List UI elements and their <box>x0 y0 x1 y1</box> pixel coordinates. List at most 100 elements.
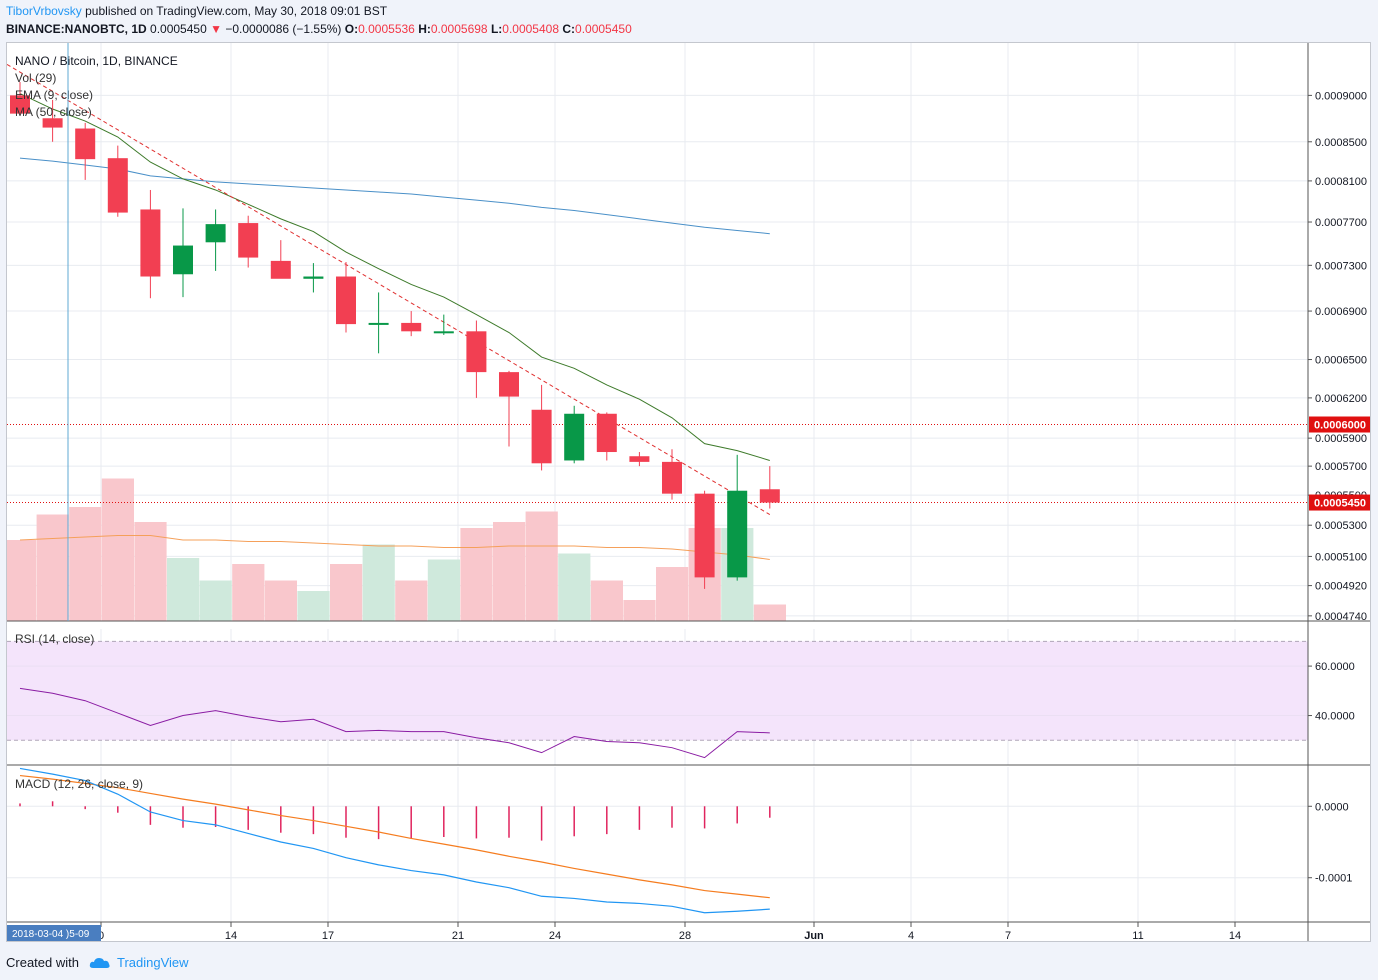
publish-line: TiborVrbovsky published on TradingView.c… <box>6 4 387 18</box>
rsi-title: RSI (14, close) <box>15 632 94 646</box>
legend-entry: EMA (9, close) <box>15 88 93 102</box>
chart-frame[interactable]: 0.0009000 0.0008500 0.0008100 0.0007700 0.00… <box>6 42 1371 942</box>
volume-bar <box>167 558 200 621</box>
volume-bar <box>264 580 297 621</box>
time-tick-label: 24 <box>549 930 561 941</box>
time-tick-label: 21 <box>452 930 464 941</box>
time-tick-label: 17 <box>322 930 334 941</box>
candle-down <box>629 456 650 462</box>
volume-bar <box>362 544 395 621</box>
candle-down <box>759 489 780 503</box>
ma50-line <box>19 157 770 235</box>
price-tick-label: 0.0008500 <box>1315 137 1367 149</box>
candle-up <box>205 224 226 243</box>
candle-down <box>238 223 259 258</box>
time-tick-label: Jun <box>804 930 824 941</box>
volume-bar <box>493 522 526 621</box>
low-value: 0.0005408 <box>502 22 559 36</box>
macd-tick-label: -0.0001 <box>1315 873 1352 885</box>
last-price-marker-label: 0.0005450 <box>1314 498 1366 510</box>
candle-down <box>336 276 356 325</box>
ema9-line <box>19 93 770 461</box>
crosshair-date-label: 2018-03-04 )5-09 <box>12 929 90 940</box>
last-price: 0.0005450 <box>150 22 207 36</box>
candle-up <box>564 413 585 461</box>
volume-bar <box>101 478 134 621</box>
volume-bar <box>427 559 460 621</box>
candle-up <box>368 322 389 325</box>
candle-up <box>303 276 324 279</box>
legend-entry: Vol (29) <box>15 71 56 85</box>
candle-down <box>10 95 30 114</box>
volume-bar <box>36 514 69 621</box>
high-label: H: <box>418 22 431 36</box>
time-tick-label: 14 <box>1229 930 1241 941</box>
price-tick-label: 0.0006500 <box>1315 355 1367 367</box>
candle-down <box>270 260 291 279</box>
open-label: O: <box>344 22 359 36</box>
price-change: −0.0000086 (−1.55%) <box>225 22 342 36</box>
legend-entry: MA (50, close) <box>15 105 92 119</box>
author-link[interactable]: TiborVrbovsky <box>6 4 82 18</box>
volume-bar <box>134 522 167 621</box>
candle-down <box>75 128 96 160</box>
tradingview-cloud-icon <box>89 957 110 968</box>
time-tick-label: 7 <box>1005 930 1011 941</box>
price-tick-label: 0.0004740 <box>1315 611 1367 623</box>
time-tick-label: 4 <box>908 930 914 941</box>
price-tick-label: 0.0005300 <box>1315 520 1367 532</box>
symbol-label: BINANCE:NANOBTC, 1D <box>6 22 147 36</box>
time-tick-label: 11 <box>1132 930 1143 941</box>
candle-down <box>401 322 422 332</box>
low-label: L: <box>490 22 503 36</box>
volume-bar <box>558 553 591 621</box>
volume-ma-line <box>19 535 770 560</box>
candle-down <box>107 158 128 213</box>
price-tick-label: 0.0005700 <box>1315 461 1367 473</box>
candle-down <box>140 209 161 277</box>
volume-bar <box>395 580 428 621</box>
volume-bar <box>623 600 656 621</box>
volume-bar <box>7 540 37 621</box>
price-tick-label: 0.0007300 <box>1315 260 1367 272</box>
last-price-marker <box>1309 494 1370 511</box>
price-tick-label: 0.0006900 <box>1315 306 1367 318</box>
tradingview-link[interactable]: TradingView <box>116 955 189 970</box>
rsi-tick-label: 60.0000 <box>1315 661 1355 673</box>
ohlc-line: BINANCE:NANOBTC, 1D 0.0005450 ▼ −0.00000… <box>6 22 632 36</box>
pane-title: NANO / Bitcoin, 1D, BINANCE <box>15 54 178 68</box>
candle-down <box>466 331 487 373</box>
high-value: 0.0005698 <box>430 22 488 36</box>
volume-bar <box>753 604 786 621</box>
rsi-line <box>19 687 770 759</box>
volume-bar <box>297 591 330 621</box>
close-label: C: <box>562 22 576 36</box>
crosshair-date-marker <box>7 925 101 941</box>
candle-down <box>499 372 519 397</box>
volume-bar <box>199 580 232 621</box>
volume-bar <box>656 567 689 621</box>
down-arrow-icon: ▼ <box>210 22 222 36</box>
downtrend-line <box>7 63 771 515</box>
rsi-band <box>7 641 1308 741</box>
macd-signal-line <box>19 774 770 899</box>
macd-title: MACD (12, 26, close, 9) <box>15 777 143 791</box>
candle-up <box>727 490 748 578</box>
price-tick-label: 0.0009000 <box>1315 90 1367 102</box>
candle-up <box>433 331 454 334</box>
price-tick-label: 0.0008100 <box>1315 176 1367 188</box>
macd-tick-label: 0.0000 <box>1315 801 1349 813</box>
candle-down <box>694 493 715 578</box>
price-tick-label: 0.0004920 <box>1315 581 1367 593</box>
chart-canvas[interactable]: 0.0009000 0.0008500 0.0008100 0.0007700 0.00… <box>7 43 1370 941</box>
macd-line <box>19 767 770 914</box>
candle-down <box>662 461 682 494</box>
price-tick-label: 0.0005900 <box>1315 433 1367 445</box>
close-value: 0.0005450 <box>575 22 632 36</box>
created-with-label: Created with <box>6 955 79 970</box>
volume-bar <box>590 580 623 621</box>
candle-down <box>596 413 617 453</box>
candle-down <box>42 118 63 128</box>
volume-bar <box>232 564 265 621</box>
publish-info: published on TradingView.com, May 30, 20… <box>81 4 388 18</box>
